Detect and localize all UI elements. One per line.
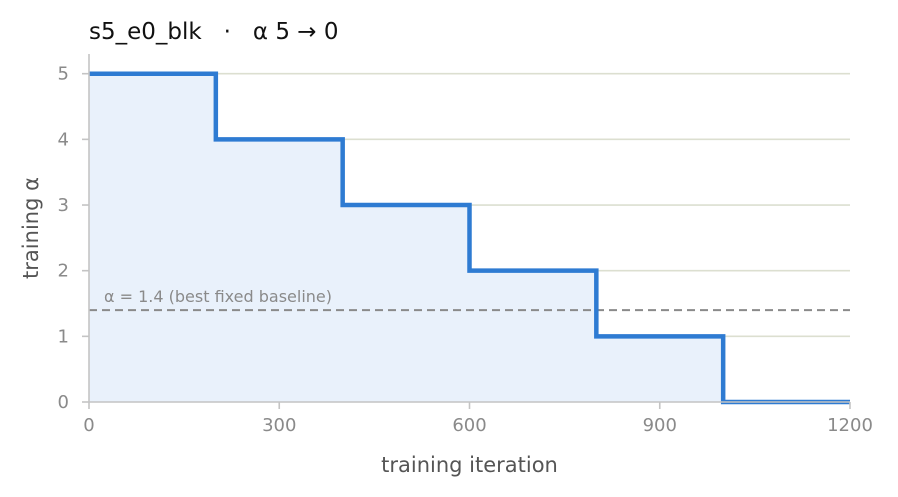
y-axis-label: training α xyxy=(19,177,43,279)
y-tick-label: 3 xyxy=(58,195,69,216)
chart-title: s5_e0_blk · α 5 → 0 xyxy=(89,19,339,45)
series-line xyxy=(89,71,850,405)
x-tick-label: 1200 xyxy=(827,415,873,436)
x-tick-label: 900 xyxy=(643,415,677,436)
x-ticks: 0 300 600 900 1200 xyxy=(83,402,873,436)
x-tick-label: 300 xyxy=(262,415,296,436)
baseline-reference-label: α = 1.4 (best fixed baseline) xyxy=(104,287,332,306)
y-tick-label: 5 xyxy=(58,64,69,85)
y-tick-label: 4 xyxy=(58,129,69,150)
x-tick-label: 600 xyxy=(452,415,486,436)
y-ticks: 0 1 2 3 4 5 xyxy=(58,64,89,413)
y-tick-label: 0 xyxy=(58,392,69,413)
x-tick-label: 0 xyxy=(83,415,94,436)
y-tick-label: 1 xyxy=(58,326,69,347)
y-tick-label: 2 xyxy=(58,261,69,282)
x-axis-label: training iteration xyxy=(381,453,558,477)
